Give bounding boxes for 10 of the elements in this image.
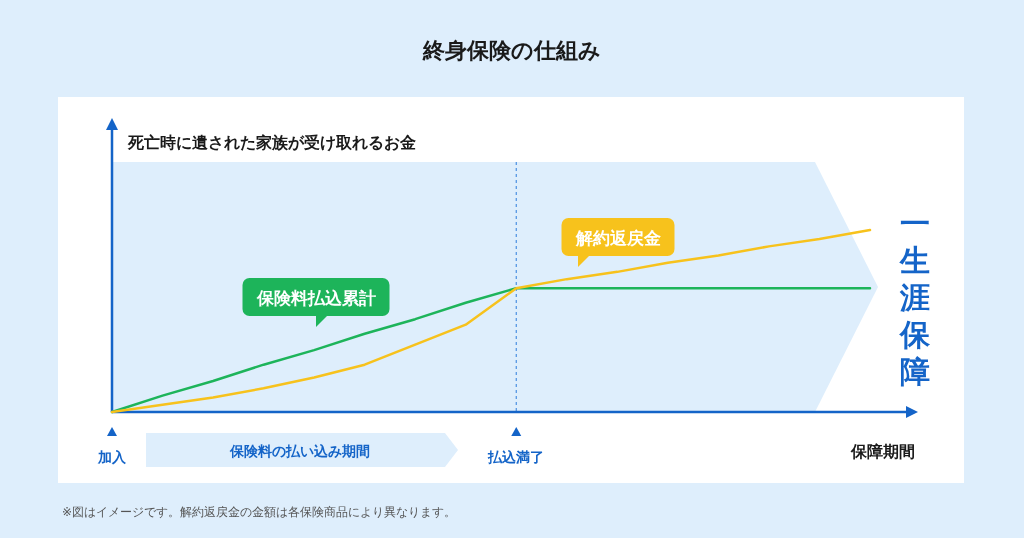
chart-title: 終身保険の仕組み	[422, 38, 601, 63]
text: ※図はイメージです。解約返戻金の金額は各保険商品により異なります。	[62, 505, 457, 519]
series-label: 保険料払込累計	[255, 288, 376, 308]
text: 保険料の払い込み期間	[229, 443, 370, 459]
text: 一生涯保障	[899, 206, 931, 389]
series-label: 解約返戻金	[574, 228, 661, 248]
x-tick-label: 加入	[97, 449, 127, 465]
y-axis-title: 死亡時に遺された家族が受け取れるお金	[127, 133, 416, 152]
x-tick-label: 払込満了	[487, 449, 545, 465]
x-axis-title: 保障期間	[850, 442, 915, 461]
